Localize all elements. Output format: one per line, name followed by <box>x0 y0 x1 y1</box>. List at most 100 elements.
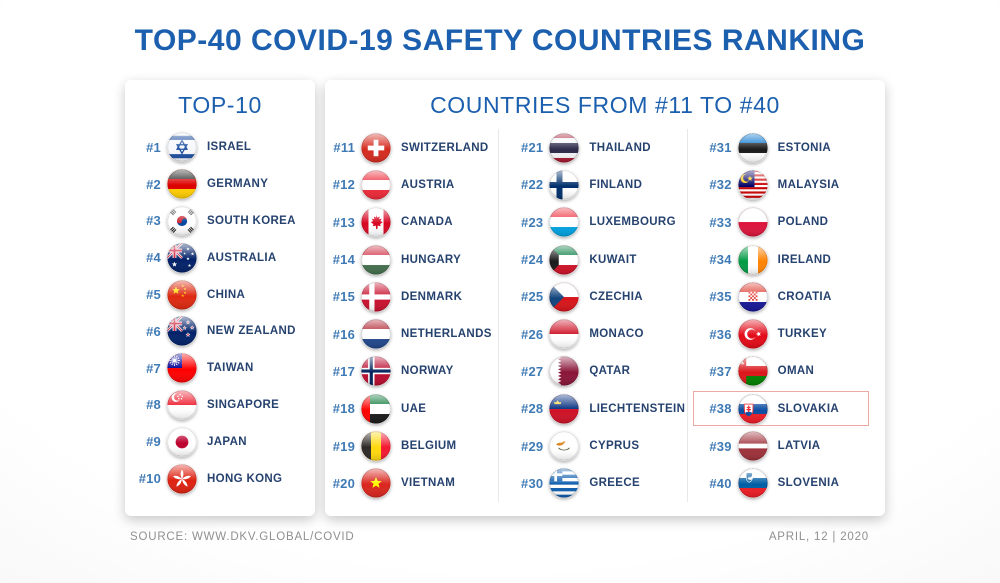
liechtenstein-flag-icon <box>549 394 579 424</box>
rank-label: #30 <box>521 475 544 491</box>
ireland-flag-icon <box>738 244 768 275</box>
ranking-row: #5 CHINA <box>135 276 315 313</box>
rank-label: #11 <box>333 140 355 156</box>
ranking-row: #16 NETHERLANDS <box>329 315 498 352</box>
country-label: SLOVENIA <box>777 477 840 490</box>
ranking-row: #6 NEW ZEALAND <box>135 313 315 350</box>
estonia-flag-icon <box>738 133 768 163</box>
rank-label: #22 <box>521 177 544 193</box>
taiwan-flag-icon <box>167 353 197 383</box>
rank-label: #28 <box>521 401 544 417</box>
ranking-row: #25 CZECHIA <box>517 278 686 315</box>
ranking-row: #40 SLOVENIA <box>706 465 875 502</box>
ranking-row: #26 MONACO <box>517 315 686 352</box>
slovakia-flag-icon <box>738 394 768 424</box>
ranking-columns: #11 SWITZERLAND #12 AUSTRIA #13 CANADA #14 HUNG… <box>325 127 885 502</box>
rank-label: #13 <box>332 214 355 230</box>
country-label: LATVIA <box>777 440 821 453</box>
ranking-row: #32 MALAYSIA <box>706 166 875 203</box>
country-label: SWITZERLAND <box>401 141 489 154</box>
rank-label: #9 <box>146 434 161 450</box>
country-label: VIETNAM <box>401 477 456 490</box>
kuwait-flag-icon <box>549 244 579 275</box>
rank-label: #6 <box>146 323 161 339</box>
rank-label: #2 <box>146 176 161 192</box>
ranking-row: #18 UAE <box>329 390 498 427</box>
ranking-row: #30 GREECE <box>517 465 686 502</box>
ranking-row: #27 QATAR <box>517 353 686 390</box>
ranking-row: #31 ESTONIA <box>706 129 875 166</box>
ranking-column-3: #31 ESTONIA #32 MALAYSIA #33 POLAND #34 IRELAND… <box>686 129 875 502</box>
rank-label: #18 <box>332 401 355 417</box>
rank-label: #39 <box>709 438 732 454</box>
ranking-row: #3 SOUTH KOREA <box>135 203 315 240</box>
austria-flag-icon <box>361 170 391 200</box>
ranking-row: #37 OMAN <box>706 353 875 390</box>
hungary-flag-icon <box>361 244 391 275</box>
ranking-row: #35 CROATIA <box>706 278 875 315</box>
slovenia-flag-icon <box>738 468 768 498</box>
ranking-row: #17 NORWAY <box>329 353 498 390</box>
ranking-row: #10 HONG KONG <box>135 460 315 497</box>
ranking-row: #36 TURKEY <box>706 315 875 352</box>
denmark-flag-icon <box>361 282 391 312</box>
country-label: POLAND <box>777 216 829 229</box>
canada-flag-icon <box>361 207 391 237</box>
country-label: CANADA <box>401 216 453 229</box>
country-label: UAE <box>401 402 427 415</box>
country-label: MALAYSIA <box>777 178 840 191</box>
norway-flag-icon <box>361 356 391 387</box>
australia-flag-icon <box>167 243 197 273</box>
footer: SOURCE: WWW.DKV.GLOBAL/COVID APRIL, 12 |… <box>130 531 869 543</box>
china-flag-icon <box>167 279 197 310</box>
country-label: ESTONIA <box>777 141 832 154</box>
ranking-row: #9 JAPAN <box>135 423 315 460</box>
ranking-row: #38 SLOVAKIA <box>692 390 875 427</box>
oman-flag-icon <box>738 356 768 387</box>
ranking-row: #2 GERMANY <box>135 166 315 203</box>
top10-list: #1 ISRAEL #2 GERMANY #3 SOUTH KOREA #4 AUSTRALI… <box>125 127 315 497</box>
rank-label: #7 <box>146 360 161 376</box>
rank-label: #1 <box>146 139 161 155</box>
ranking-row: #22 FINLAND <box>517 166 686 203</box>
turkey-flag-icon <box>738 319 768 349</box>
netherlands-flag-icon <box>361 319 391 349</box>
germany-flag-icon <box>167 169 197 199</box>
rank-label: #14 <box>332 252 355 268</box>
ranking-row: #24 KUWAIT <box>517 241 686 278</box>
country-label: CROATIA <box>777 290 832 303</box>
ranking-row: #19 BELGIUM <box>329 427 498 464</box>
country-label: AUSTRIA <box>401 178 455 191</box>
countries-11-40-panel: COUNTRIES FROM #11 TO #40 #11 SWITZERLAND… <box>325 80 885 516</box>
country-label: CYPRUS <box>589 440 640 453</box>
ranking-row: #7 TAIWAN <box>135 350 315 387</box>
new-zealand-flag-icon <box>167 316 197 346</box>
page-title: TOP-40 COVID-19 SAFETY COUNTRIES RANKING <box>134 24 866 57</box>
country-label: THAILAND <box>589 141 651 154</box>
country-label: NEW ZEALAND <box>207 325 296 338</box>
rank-label: #8 <box>146 397 161 413</box>
monaco-flag-icon <box>549 319 579 349</box>
country-label: DENMARK <box>401 290 463 303</box>
rank-label: #4 <box>146 250 161 266</box>
country-label: LUXEMBOURG <box>589 216 676 229</box>
rank-label: #32 <box>709 177 732 193</box>
rank-label: #10 <box>138 471 161 487</box>
singapore-flag-icon <box>167 390 197 420</box>
ranking-row: #39 LATVIA <box>706 427 875 464</box>
rank-label: #16 <box>332 326 355 342</box>
ranking-row: #23 LUXEMBOURG <box>517 204 686 241</box>
greece-flag-icon <box>549 468 579 498</box>
ranking-row: #13 CANADA <box>329 204 498 241</box>
source-text: SOURCE: WWW.DKV.GLOBAL/COVID <box>130 531 355 543</box>
hong-kong-flag-icon <box>167 463 197 494</box>
ranking-row: #34 IRELAND <box>706 241 875 278</box>
israel-flag-icon <box>167 132 197 163</box>
date-text: APRIL, 12 | 2020 <box>768 531 869 543</box>
rank-label: #38 <box>709 401 732 417</box>
switzerland-flag-icon <box>361 133 391 163</box>
country-label: NORWAY <box>401 365 454 378</box>
country-label: IRELAND <box>777 253 832 266</box>
uae-flag-icon <box>361 394 391 424</box>
country-label: LIECHTENSTEIN <box>589 402 686 415</box>
